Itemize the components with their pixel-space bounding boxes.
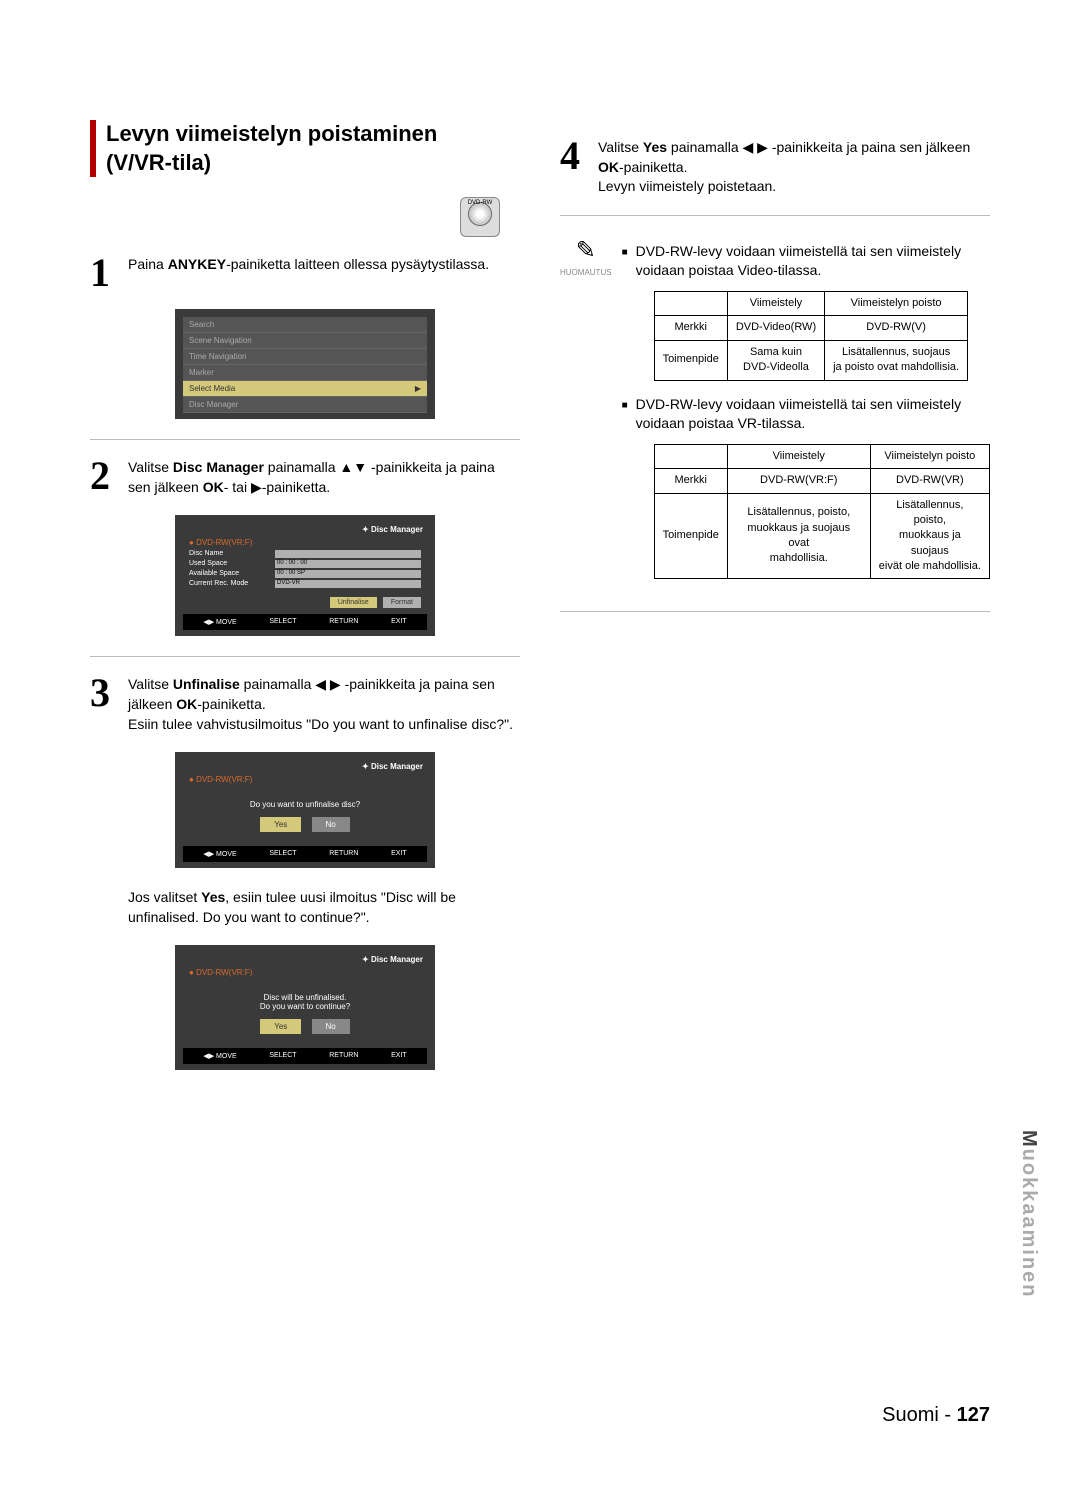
square-icon: ■ xyxy=(622,399,628,434)
step-number: 1 xyxy=(90,255,118,291)
nav-bar: ◀▶ MOVESELECTRETURNEXIT xyxy=(183,614,427,630)
table-cell: Viimeistely xyxy=(727,444,870,468)
table-cell: DVD-RW(VR:F) xyxy=(727,469,870,493)
dm-header: ✦ Disc Manager xyxy=(183,760,427,773)
dm-header: ✦ Disc Manager xyxy=(183,953,427,966)
dm-buttons: Unfinalise Format xyxy=(183,589,427,610)
yes-button: Yes xyxy=(260,817,301,832)
table-cell xyxy=(654,291,727,315)
table-cell: Viimeistelyn poisto xyxy=(870,444,989,468)
section-title: Levyn viimeistelyn poistaminen (V/VR-til… xyxy=(90,120,520,177)
unfinalise-button: Unfinalise xyxy=(330,597,377,608)
confirm-message: Do you want to unfinalise disc? xyxy=(183,786,427,817)
left-column: Levyn viimeistelyn poistaminen (V/VR-til… xyxy=(90,120,520,1090)
dm-row: Used Space00 : 00 : 00 xyxy=(183,559,427,569)
step-text: Jos valitset Yes, esiin tulee uusi ilmoi… xyxy=(128,888,520,927)
step-text: Valitse Unfinalise painamalla ◀ ▶ -paini… xyxy=(128,675,520,734)
step-1: 1 Paina ANYKEY-painiketta laitteen olles… xyxy=(90,255,520,291)
yes-button: Yes xyxy=(260,1019,301,1034)
note-text: DVD-RW-levy voidaan viimeistellä tai sen… xyxy=(636,395,990,434)
note-text: DVD-RW-levy voidaan viimeistellä tai sen… xyxy=(636,242,990,281)
divider xyxy=(560,215,990,216)
dm-row: Current Rec. ModeDVD-VR xyxy=(183,579,427,589)
yes-no-buttons: Yes No xyxy=(183,817,427,842)
menu-item: Marker xyxy=(183,365,427,381)
format-button: Format xyxy=(383,597,421,608)
step-text: Valitse Disc Manager painamalla ▲▼ -pain… xyxy=(128,458,520,497)
right-column: 4 Valitse Yes painamalla ◀ ▶ -painikkeit… xyxy=(560,120,990,1090)
info-table-2: Viimeistely Viimeistelyn poisto Merkki D… xyxy=(654,444,990,580)
nav-bar: ◀▶ MOVESELECTRETURNEXIT xyxy=(183,846,427,862)
dm-row: Available Space00 : 00 SP xyxy=(183,569,427,579)
note-icon-wrap: ✎ HUOMAUTUS xyxy=(560,234,612,594)
side-tab: Muokkaaminen xyxy=(1017,1130,1040,1299)
step-number: 4 xyxy=(560,138,588,197)
no-button: No xyxy=(312,1019,350,1034)
table-cell: DVD-RW(VR) xyxy=(870,469,989,493)
table-cell: Sama kuin DVD-Videolla xyxy=(727,340,824,380)
dm-row: Disc Name xyxy=(183,549,427,559)
menu-item: Time Navigation xyxy=(183,349,427,365)
no-button: No xyxy=(312,817,350,832)
bullet-2: ■ DVD-RW-levy voidaan viimeistellä tai s… xyxy=(622,395,990,434)
dm-header: ✦ Disc Manager xyxy=(183,523,427,536)
step-3-followup: Jos valitset Yes, esiin tulee uusi ilmoi… xyxy=(90,888,520,927)
table-cell: Lisätallennus, suojaus ja poisto ovat ma… xyxy=(825,340,968,380)
table-cell: Viimeistely xyxy=(727,291,824,315)
divider xyxy=(90,439,520,440)
dm-sub: ● DVD-RW(VR:F) xyxy=(183,536,427,549)
note-icon: ✎ xyxy=(560,234,612,268)
page-footer: Suomi - 127 xyxy=(882,1404,990,1427)
step-3: 3 Valitse Unfinalise painamalla ◀ ▶ -pai… xyxy=(90,675,520,734)
step-text: Valitse Yes painamalla ◀ ▶ -painikkeita … xyxy=(598,138,990,197)
table-cell xyxy=(654,444,727,468)
table-cell: Lisätallennus, poisto, muokkaus ja suoja… xyxy=(870,493,989,579)
table-cell: DVD-RW(V) xyxy=(825,316,968,340)
note-body: ■ DVD-RW-levy voidaan viimeistellä tai s… xyxy=(622,234,990,594)
step-4: 4 Valitse Yes painamalla ◀ ▶ -painikkeit… xyxy=(560,138,990,197)
disc-manager-screenshot: ✦ Disc Manager ● DVD-RW(VR:F) Disc NameU… xyxy=(175,515,435,636)
menu-screenshot-1: SearchScene NavigationTime NavigationMar… xyxy=(175,309,435,419)
table-cell: DVD-Video(RW) xyxy=(727,316,824,340)
menu-item: Disc Manager xyxy=(183,397,427,413)
menu-list: SearchScene NavigationTime NavigationMar… xyxy=(183,317,427,413)
menu-item: Scene Navigation xyxy=(183,333,427,349)
note-block: ✎ HUOMAUTUS ■ DVD-RW-levy voidaan viimei… xyxy=(560,234,990,594)
dvd-rw-icon: DVD-RW xyxy=(460,197,500,237)
nav-bar: ◀▶ MOVESELECTRETURNEXIT xyxy=(183,1048,427,1064)
menu-item: Search xyxy=(183,317,427,333)
confirm-message: Disc will be unfinalised. Do you want to… xyxy=(183,979,427,1019)
table-cell: Merkki xyxy=(654,316,727,340)
dm-sub: ● DVD-RW(VR:F) xyxy=(183,966,427,979)
yes-no-buttons: Yes No xyxy=(183,1019,427,1044)
table-cell: Toimenpide xyxy=(654,493,727,579)
menu-item: Select Media xyxy=(183,381,427,397)
divider xyxy=(560,611,990,612)
page-columns: Levyn viimeistelyn poistaminen (V/VR-til… xyxy=(90,120,990,1090)
step-text: Paina ANYKEY-painiketta laitteen ollessa… xyxy=(128,255,520,291)
confirm-screenshot-2: ✦ Disc Manager ● DVD-RW(VR:F) Disc will … xyxy=(175,945,435,1070)
table-cell: Lisätallennus, poisto, muokkaus ja suoja… xyxy=(727,493,870,579)
square-icon: ■ xyxy=(622,246,628,281)
table-cell: Viimeistelyn poisto xyxy=(825,291,968,315)
step-number: 2 xyxy=(90,458,118,497)
dm-sub: ● DVD-RW(VR:F) xyxy=(183,773,427,786)
divider xyxy=(90,656,520,657)
table-cell: Toimenpide xyxy=(654,340,727,380)
confirm-screenshot-1: ✦ Disc Manager ● DVD-RW(VR:F) Do you wan… xyxy=(175,752,435,868)
info-table-1: Viimeistely Viimeistelyn poisto Merkki D… xyxy=(654,291,969,381)
step-2: 2 Valitse Disc Manager painamalla ▲▼ -pa… xyxy=(90,458,520,497)
bullet-1: ■ DVD-RW-levy voidaan viimeistellä tai s… xyxy=(622,242,990,281)
table-cell: Merkki xyxy=(654,469,727,493)
step-number: 3 xyxy=(90,675,118,734)
note-caption: HUOMAUTUS xyxy=(560,267,612,278)
